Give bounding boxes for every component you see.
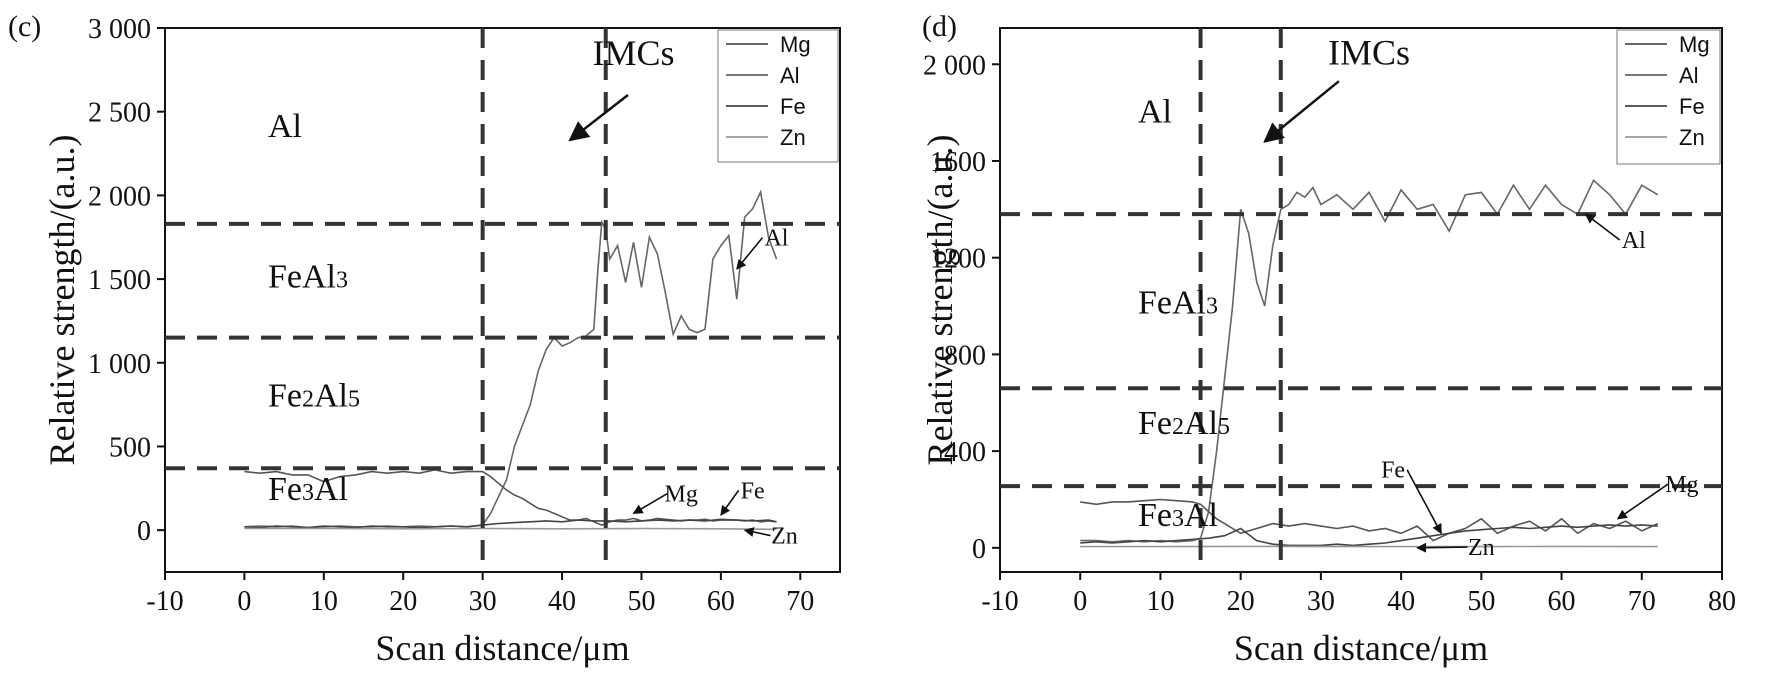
x-tick-label: 20 xyxy=(1227,586,1255,617)
annotation-arrow xyxy=(1416,542,1468,553)
curve-annotation-al: Al xyxy=(1622,228,1646,254)
y-tick-label: 2 000 xyxy=(88,181,151,212)
legend-entry-mg: Mg xyxy=(780,32,811,57)
panel-letter: (d) xyxy=(922,10,957,43)
imcs-label: IMCs xyxy=(1328,32,1410,72)
y-tick-label: 0 xyxy=(972,534,986,565)
phase-region-label: Al xyxy=(1138,93,1172,130)
x-tick-label: -10 xyxy=(981,586,1018,617)
series-line-fe xyxy=(1080,524,1658,547)
y-tick-label: 1600 xyxy=(930,147,986,178)
annotation-arrow xyxy=(1616,483,1669,520)
imcs-arrow xyxy=(1263,80,1340,143)
phase-region-label: Al xyxy=(268,108,302,145)
x-axis-title: Scan distance/μm xyxy=(1234,628,1488,668)
x-tick-label: 0 xyxy=(237,586,251,617)
imcs-label: IMCs xyxy=(593,33,675,73)
phase-region-label: Fe3Al xyxy=(268,471,348,508)
annotation-arrow xyxy=(632,493,668,515)
legend-entry-fe: Fe xyxy=(780,94,806,119)
y-tick-label: 1 000 xyxy=(88,349,151,380)
y-axis-title: Relative strength/(a.u.) xyxy=(920,135,960,466)
plot-frame xyxy=(164,27,841,573)
chart-panel-c: (c) -10 0 10 20 30 40 50 60 70 0 500 1 000 1 500 2 000… xyxy=(8,10,841,668)
y-tick-label: 3 000 xyxy=(88,14,151,45)
y-tick-label: 1 500 xyxy=(88,265,151,296)
phase-region-label: Fe2Al5 xyxy=(1138,405,1230,442)
legend-entry-fe: Fe xyxy=(1679,94,1705,119)
curve-annotation-zn: Zn xyxy=(1468,535,1495,561)
x-tick-label: 30 xyxy=(1307,586,1335,617)
legend-entry-mg: Mg xyxy=(1679,32,1710,57)
curve-annotation-mg: Mg xyxy=(1665,472,1698,498)
y-tick-label: 800 xyxy=(944,340,986,371)
x-tick-label: 60 xyxy=(707,586,735,617)
annotation-arrow xyxy=(1406,469,1442,535)
annotation-arrow xyxy=(743,527,771,537)
series-line-zn xyxy=(244,527,777,531)
x-tick-label: 80 xyxy=(1708,586,1736,617)
x-tick-label: 50 xyxy=(1467,586,1495,617)
series-line-mg xyxy=(1080,498,1659,542)
x-tick-label: 70 xyxy=(786,586,814,617)
y-tick-label: 500 xyxy=(109,432,151,463)
phase-region-label: Fe3Al xyxy=(1138,497,1218,534)
phase-region-label: FeAl3 xyxy=(268,258,348,295)
x-tick-label: 40 xyxy=(1387,586,1415,617)
x-tick-label: 0 xyxy=(1073,586,1087,617)
curve-annotation-mg: Mg xyxy=(665,482,698,508)
phase-region-label: Fe2Al5 xyxy=(268,377,360,414)
plot-frame xyxy=(999,27,1723,573)
annotation-arrow xyxy=(736,237,764,270)
phase-region-label: FeAl3 xyxy=(1138,284,1218,321)
x-tick-label: 60 xyxy=(1548,586,1576,617)
legend-entry-zn: Zn xyxy=(780,125,806,150)
x-tick-label: 30 xyxy=(469,586,497,617)
series-line-fe xyxy=(244,518,777,529)
y-axis-title: Relative strength/(a.u.) xyxy=(42,135,82,466)
legend-box xyxy=(1616,29,1721,165)
x-tick-label: 70 xyxy=(1628,586,1656,617)
y-tick-label: 2 000 xyxy=(923,50,986,81)
y-tick-label: 400 xyxy=(944,437,986,468)
curve-annotation-zn: Zn xyxy=(771,524,798,550)
x-tick-label: 20 xyxy=(389,586,417,617)
curve-annotation-fe: Fe xyxy=(741,478,765,504)
legend-entry-zn: Zn xyxy=(1679,125,1705,150)
legend-entry-al: Al xyxy=(1679,63,1699,88)
y-tick-label: 1200 xyxy=(930,244,986,275)
curve-annotation-fe: Fe xyxy=(1381,458,1405,484)
x-tick-label: 10 xyxy=(1146,586,1174,617)
legend-entry-al: Al xyxy=(780,63,800,88)
imcs-arrow xyxy=(568,93,629,142)
x-tick-label: 40 xyxy=(548,586,576,617)
annotation-arrow xyxy=(1584,213,1621,241)
legend-box xyxy=(717,29,839,163)
x-axis-title: Scan distance/μm xyxy=(375,628,629,668)
annotation-arrow xyxy=(720,489,740,516)
panel-letter: (c) xyxy=(8,10,41,43)
y-tick-label: 2 500 xyxy=(88,98,151,129)
chart-panel-d: (d)-10 0 10 20 30 40 50 60 70 800400800120016002 … xyxy=(920,10,1736,668)
x-tick-label: 10 xyxy=(310,586,338,617)
curve-annotation-al: Al xyxy=(764,226,788,252)
x-tick-label: 50 xyxy=(627,586,655,617)
y-tick-label: 0 xyxy=(137,516,151,547)
x-tick-label: -10 xyxy=(146,586,183,617)
